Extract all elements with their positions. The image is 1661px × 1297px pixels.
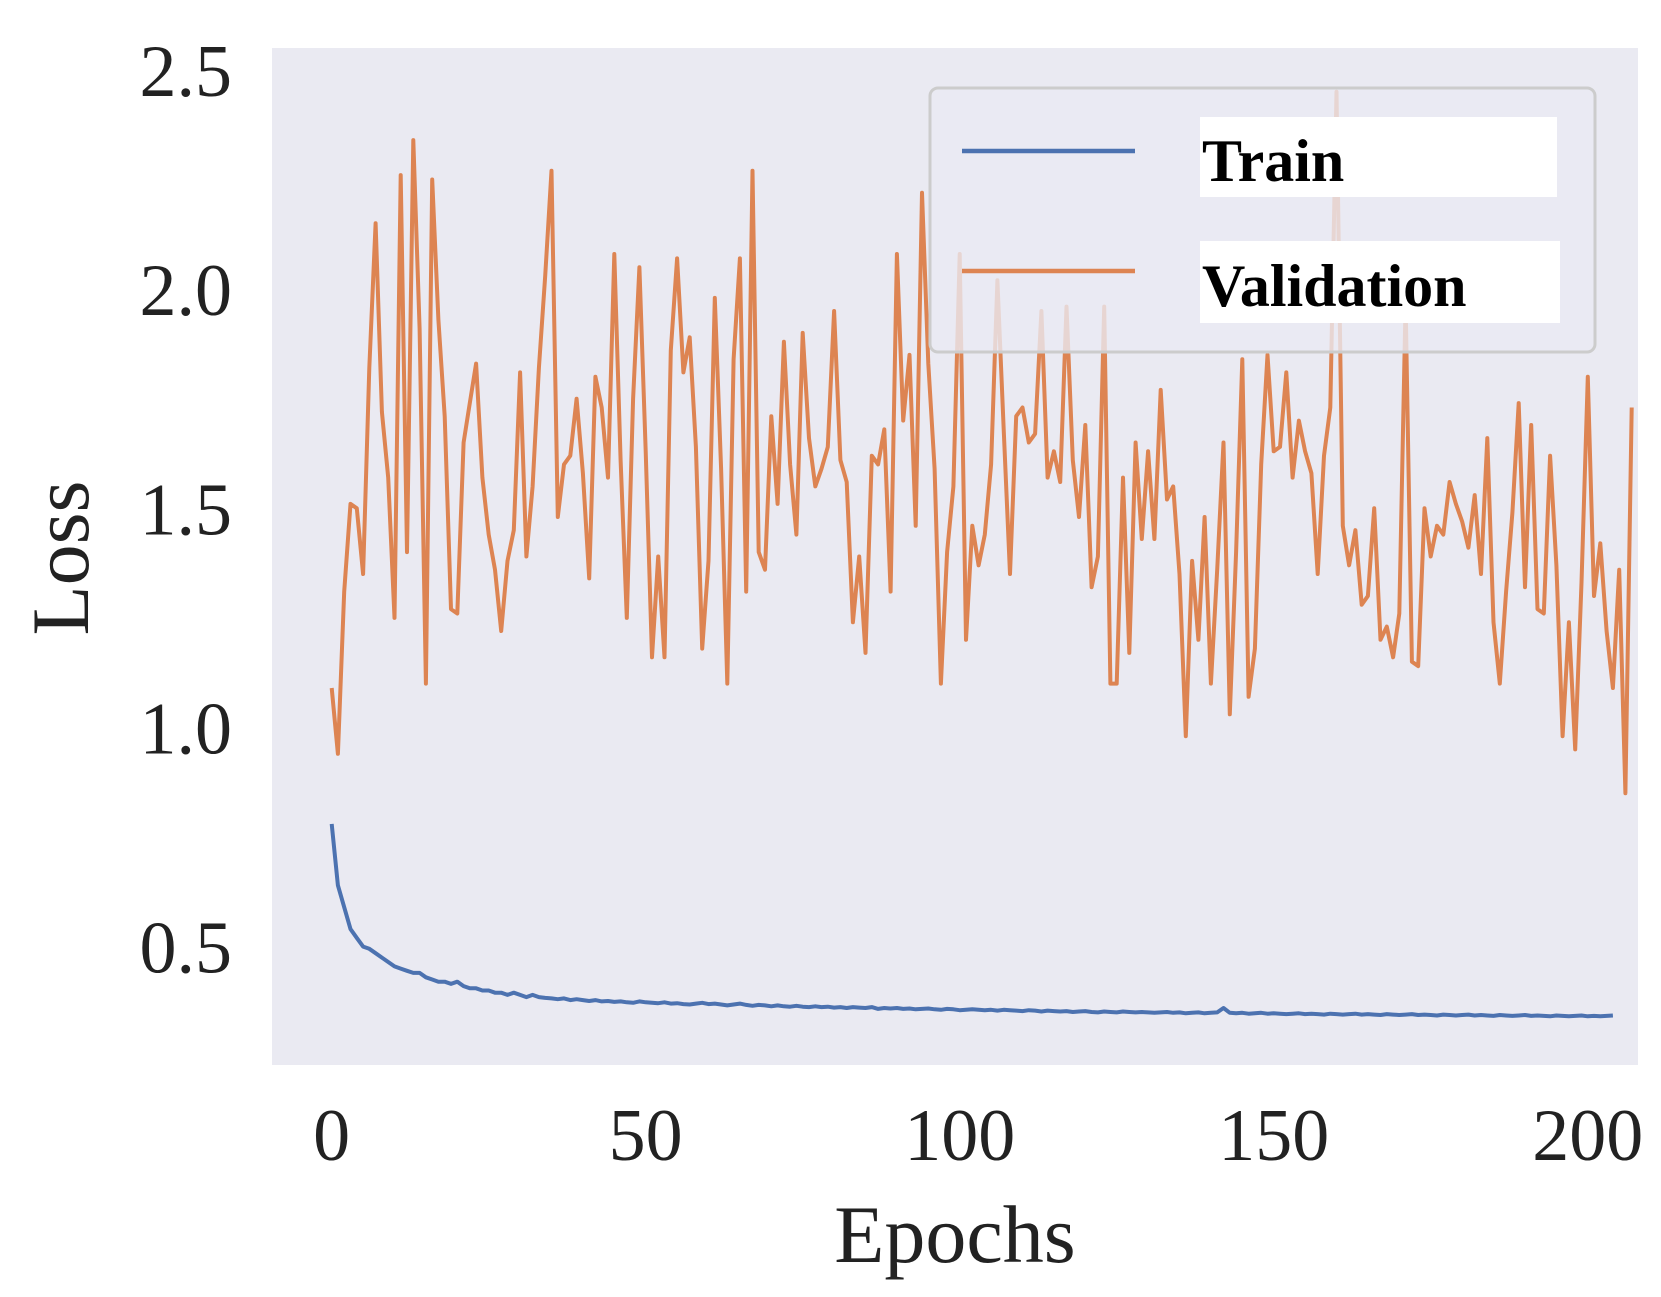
y-tick-label: 2.5 — [140, 31, 233, 113]
legend-label-backdrop-validation — [1200, 241, 1560, 323]
x-axis-title: Epochs — [834, 1189, 1075, 1280]
x-tick-label: 100 — [904, 1095, 1015, 1177]
series-line-validation — [329, 89, 1634, 796]
y-axis-title: Loss — [15, 481, 106, 636]
series-line-train — [329, 823, 1614, 1019]
x-tick-label: 150 — [1218, 1095, 1329, 1177]
series-layer — [329, 89, 1634, 1019]
legend-label-validation: Validation — [1202, 253, 1467, 319]
legend-label-train: Train — [1202, 128, 1344, 194]
legend-label-backdrop-train — [1200, 117, 1557, 197]
x-tick-labels: 0 50 100 150 200 — [313, 1095, 1643, 1177]
x-tick-label: 0 — [313, 1095, 350, 1177]
y-tick-label: 1.0 — [140, 688, 233, 770]
y-tick-label: 1.5 — [140, 469, 233, 551]
y-tick-label: 0.5 — [140, 908, 233, 990]
y-tick-label: 2.0 — [140, 250, 233, 332]
y-tick-labels: 0.5 1.0 1.5 2.0 2.5 — [140, 31, 233, 990]
x-tick-label: 200 — [1532, 1095, 1643, 1177]
x-tick-label: 50 — [609, 1095, 683, 1177]
legend: Train Validation — [928, 86, 1597, 354]
